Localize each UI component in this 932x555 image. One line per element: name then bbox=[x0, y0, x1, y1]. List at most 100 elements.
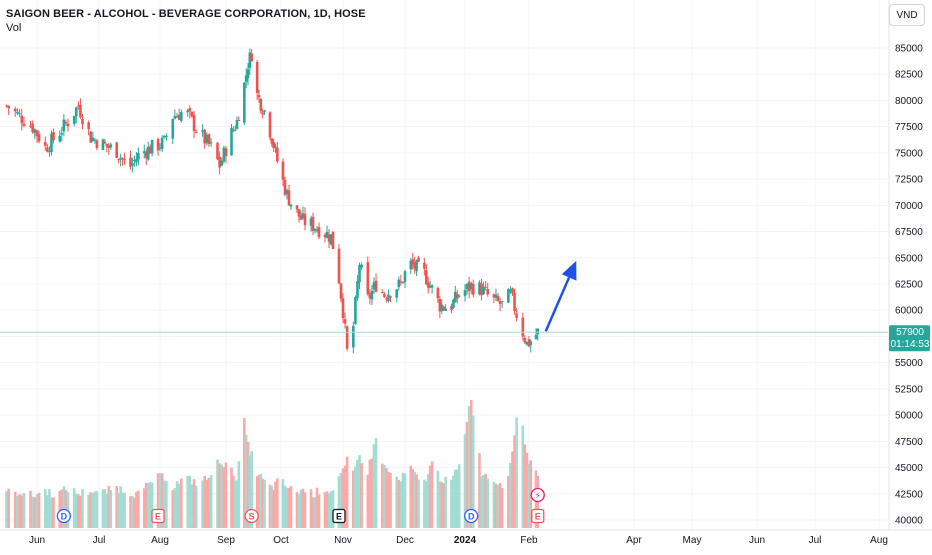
candle-body bbox=[156, 139, 160, 151]
volume-bar bbox=[237, 461, 241, 528]
candle-body bbox=[430, 285, 434, 288]
candle-body bbox=[259, 98, 263, 112]
candle-body bbox=[64, 121, 68, 124]
candle-body bbox=[496, 295, 500, 301]
candle-body bbox=[385, 298, 388, 300]
grid bbox=[0, 0, 888, 530]
volume-bar bbox=[395, 476, 399, 528]
event-markers[interactable]: D E S E D E ⚡ bbox=[56, 487, 545, 524]
candle-body bbox=[117, 158, 120, 160]
volume-bar bbox=[341, 468, 345, 528]
volume-bar bbox=[428, 465, 432, 528]
y-tick-label: 82500 bbox=[895, 70, 923, 81]
candle-body bbox=[486, 289, 490, 295]
earnings-icon[interactable]: E bbox=[531, 508, 545, 524]
volume-bar bbox=[31, 496, 34, 528]
candle-body bbox=[313, 228, 317, 231]
volume-bar bbox=[123, 492, 126, 528]
y-tick-label: 50000 bbox=[895, 411, 923, 422]
candle-body bbox=[341, 298, 345, 319]
volume-bar bbox=[372, 444, 376, 528]
candle-body bbox=[471, 283, 475, 295]
volume-bar bbox=[148, 482, 152, 528]
candle-body bbox=[380, 291, 384, 293]
candle-body bbox=[511, 288, 514, 294]
candle-body bbox=[494, 294, 498, 298]
candle-body bbox=[360, 264, 363, 268]
volume-bar bbox=[91, 493, 95, 528]
y-tick-label: 85000 bbox=[895, 44, 923, 55]
candle-body bbox=[66, 123, 70, 127]
candle-body bbox=[123, 159, 126, 161]
candle-body bbox=[209, 142, 213, 144]
candle-body bbox=[368, 293, 372, 299]
candle-body bbox=[465, 283, 469, 290]
candle-body bbox=[469, 283, 473, 290]
lightning-icon[interactable]: ⚡ bbox=[530, 487, 545, 503]
event-marker-symbol: E bbox=[535, 512, 541, 522]
split-icon[interactable]: S bbox=[244, 508, 259, 524]
x-tick-label: Apr bbox=[626, 535, 642, 546]
volume-bar bbox=[135, 491, 138, 528]
x-tick-label: Nov bbox=[334, 535, 352, 546]
candle-body bbox=[160, 137, 164, 150]
event-marker-symbol: S bbox=[249, 512, 255, 522]
projection-arrow-head[interactable] bbox=[561, 260, 577, 281]
candle-body bbox=[498, 301, 502, 305]
earnings-icon[interactable]: E bbox=[332, 508, 346, 524]
volume-bar bbox=[46, 495, 49, 528]
candle-body bbox=[409, 260, 413, 270]
projection-arrow[interactable] bbox=[544, 260, 577, 332]
volume-bar bbox=[274, 481, 277, 528]
candle-body bbox=[370, 290, 374, 300]
volume-bar bbox=[469, 399, 473, 528]
candle-body bbox=[315, 229, 319, 232]
dividend-icon[interactable]: D bbox=[464, 508, 479, 524]
bar-countdown: 01:14:53 bbox=[891, 339, 930, 350]
candle-body bbox=[148, 146, 152, 154]
volume-bar bbox=[105, 493, 109, 528]
volume-bar bbox=[129, 496, 132, 528]
candle-body bbox=[119, 157, 122, 160]
volume-bar bbox=[368, 459, 372, 528]
candle-body bbox=[387, 294, 390, 302]
candle-body bbox=[454, 292, 457, 303]
volume-bar bbox=[401, 472, 405, 528]
candle-body bbox=[62, 119, 66, 132]
y-tick-label: 67500 bbox=[895, 227, 923, 238]
dividend-icon[interactable]: D bbox=[56, 508, 72, 524]
volume-bar bbox=[272, 489, 275, 528]
volume-bar bbox=[35, 494, 39, 528]
projection-arrow-shaft[interactable] bbox=[544, 276, 571, 332]
volume-bar bbox=[119, 486, 122, 528]
candle-body bbox=[415, 260, 418, 272]
volume-bar bbox=[107, 485, 111, 528]
candle-body bbox=[20, 115, 24, 124]
volume-bar bbox=[525, 452, 529, 528]
earnings-icon[interactable]: E bbox=[151, 508, 165, 524]
currency-selector[interactable]: VND bbox=[889, 4, 925, 26]
volume-bar bbox=[311, 497, 315, 528]
volume-bar bbox=[527, 464, 531, 528]
volume-bar bbox=[131, 496, 134, 528]
volume-bar bbox=[194, 485, 198, 528]
volume-bar bbox=[158, 473, 162, 528]
candle-body bbox=[311, 216, 315, 231]
volume-bar bbox=[216, 459, 219, 528]
volume-bar bbox=[492, 481, 496, 528]
x-tick-label: Aug bbox=[151, 535, 169, 546]
candle-body bbox=[337, 248, 341, 284]
candle-body bbox=[13, 108, 17, 112]
candle-body bbox=[205, 134, 209, 143]
volume-bar bbox=[389, 473, 392, 528]
volume-bar bbox=[74, 493, 78, 528]
candle-body bbox=[142, 151, 146, 154]
volume-bar bbox=[352, 470, 355, 528]
volume-bar bbox=[417, 479, 420, 528]
volume-bar bbox=[62, 486, 66, 528]
volume-bar bbox=[81, 489, 84, 528]
price-scale bbox=[889, 0, 932, 550]
volume-bar bbox=[507, 475, 510, 528]
